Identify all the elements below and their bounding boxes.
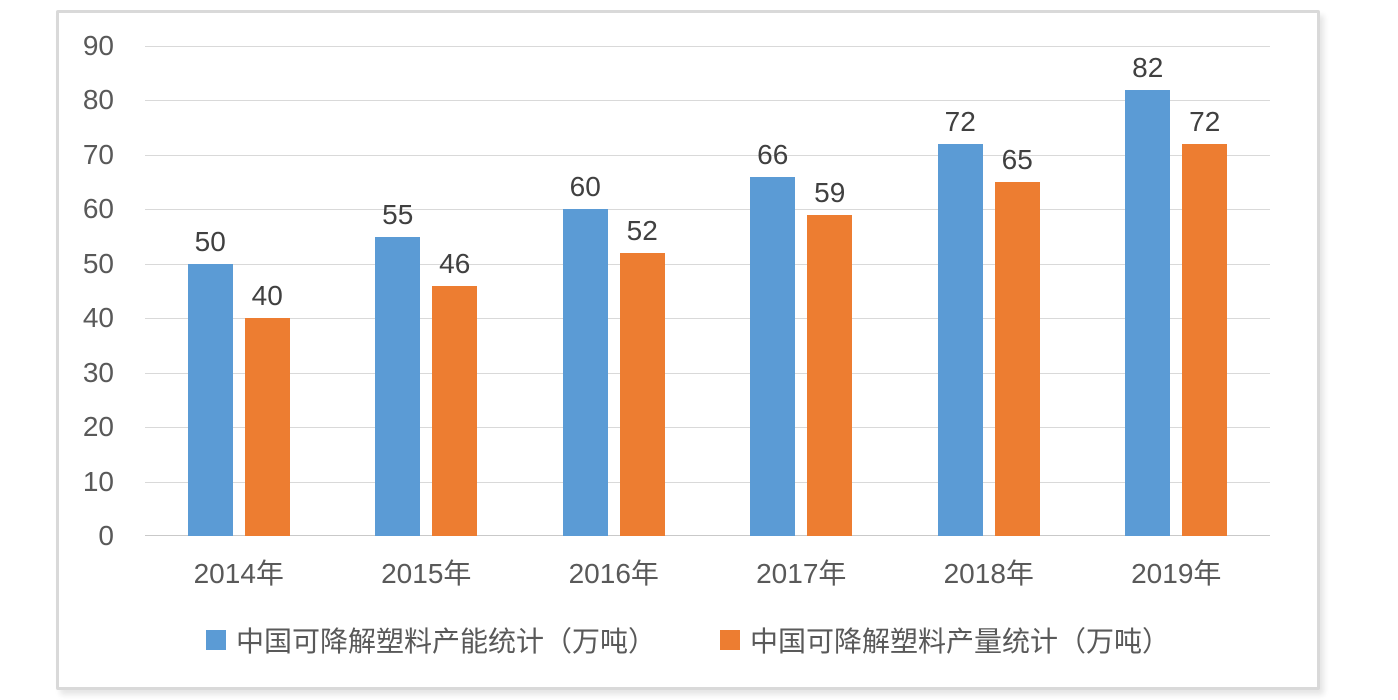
- bar-value-label: 72: [944, 106, 976, 137]
- y-axis-tick-label: 30: [82, 356, 114, 388]
- y-axis-tick-label: 10: [82, 465, 114, 497]
- gridline: [145, 263, 1270, 265]
- bar-series1-2014年: [244, 318, 290, 536]
- bar-value-label: 59: [814, 176, 846, 208]
- bar-series1-2018年: [994, 182, 1040, 536]
- bar-value-label: 52: [626, 214, 658, 246]
- bar-series0-2014年: [187, 263, 233, 536]
- y-axis-tick-label: 70: [82, 138, 114, 170]
- gridline: [145, 209, 1270, 211]
- chart-panel: 0 10 20 30 40 50 60 70 80 90 50 40 55 46 60 52 66 59 72 65…: [56, 10, 1320, 690]
- x-axis-label: 2017年: [756, 558, 847, 589]
- legend-item-series0: 中国可降解塑料产能统计（万吨）: [205, 620, 656, 660]
- gridline: [145, 535, 1270, 536]
- gridline: [145, 372, 1270, 374]
- y-axis-tick-label: 50: [82, 247, 114, 279]
- bar-series1-2019年: [1182, 144, 1228, 536]
- bar-value-label: 82: [1132, 51, 1164, 83]
- bar-series0-2019年: [1125, 89, 1171, 536]
- x-axis-label: 2015年: [381, 558, 472, 589]
- y-axis-tick-label: 80: [82, 84, 114, 116]
- gridline: [145, 46, 1270, 47]
- bar-value-label: 46: [439, 247, 471, 279]
- bar-series0-2017年: [750, 176, 796, 536]
- legend: 中国可降解塑料产能统计（万吨） 中国可降解塑料产量统计（万吨）: [59, 622, 1317, 658]
- gridline: [145, 318, 1270, 320]
- y-axis-tick-label: 0: [98, 520, 114, 551]
- bar-value-label: 66: [757, 138, 789, 170]
- plot-area: 50 40 55 46 60 52 66 59 72 65 82 72: [145, 46, 1270, 536]
- gridline: [145, 481, 1270, 483]
- y-axis-tick-label: 60: [82, 193, 114, 225]
- legend-swatch-icon: [205, 630, 226, 650]
- x-axis-label: 2016年: [568, 558, 659, 589]
- gridline: [145, 100, 1270, 102]
- x-axis-label: 2018年: [943, 558, 1034, 589]
- bar-value-label: 55: [382, 198, 414, 230]
- legend-swatch-icon: [720, 630, 740, 650]
- legend-label: 中国可降解塑料产量统计（万吨）: [750, 626, 1171, 657]
- bar-series0-2016年: [562, 209, 608, 536]
- bar-value-label: 40: [251, 280, 283, 312]
- bar-value-label: 65: [1001, 144, 1033, 176]
- bar-series1-2016年: [619, 252, 665, 536]
- legend-item-series1: 中国可降解塑料产量统计（万吨）: [720, 620, 1170, 660]
- bar-value-label: 72: [1189, 106, 1221, 137]
- chart-panel-content: 0 10 20 30 40 50 60 70 80 90 50 40 55 46 60 52 66 59 72 65…: [59, 13, 1317, 687]
- bar-series0-2018年: [937, 144, 983, 536]
- bar-series0-2015年: [375, 236, 421, 536]
- legend-label: 中国可降解塑料产能统计（万吨）: [235, 626, 656, 657]
- gridline: [145, 427, 1270, 429]
- y-axis-tick-label: 40: [82, 302, 114, 334]
- x-axis-label: 2014年: [193, 558, 284, 589]
- bar-value-label: 50: [194, 225, 226, 257]
- gridline: [145, 154, 1270, 156]
- bar-series1-2017年: [807, 214, 853, 536]
- y-axis-tick-label: 20: [82, 411, 114, 443]
- bar-series1-2015年: [432, 285, 478, 536]
- x-axis-label: 2019年: [1131, 558, 1222, 589]
- y-axis-tick-label: 90: [82, 30, 114, 61]
- bar-value-label: 60: [569, 171, 601, 203]
